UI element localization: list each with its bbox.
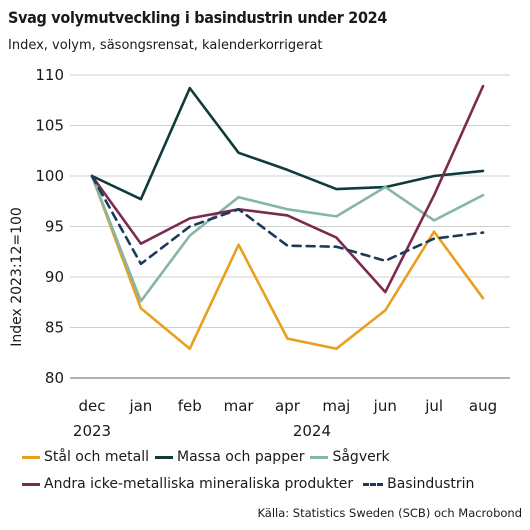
year-label: 2024 — [293, 422, 331, 440]
legend-swatch — [363, 482, 384, 486]
legend-item-andra: Andra icke-metalliska mineraliska produk… — [22, 476, 353, 492]
series-line-4 — [90, 174, 485, 266]
y-tick-label: 95 — [45, 218, 64, 236]
legend-swatch — [310, 455, 329, 459]
chart-title: Svag volymutveckling i basindustrin unde… — [8, 8, 388, 27]
legend-label: Stål och metall — [44, 449, 149, 465]
y-tick-label: 80 — [45, 369, 64, 387]
source-note: Källa: Statistics Sweden (SCB) och Macro… — [257, 506, 522, 520]
series-lines — [90, 84, 485, 351]
series-line-3 — [90, 84, 485, 294]
y-tick-labels: 80 85 90 95 100 105 110 — [35, 66, 64, 387]
legend-label: Sågverk — [332, 449, 390, 465]
legend-item-basindustrin: Basindustrin — [363, 476, 474, 492]
y-tick-label: 85 — [45, 319, 64, 337]
chart-subtitle: Index, volym, säsongsrensat, kalenderkor… — [8, 38, 323, 53]
legend-swatch — [22, 455, 40, 459]
x-tick-labels: dec jan feb mar apr maj jun jul aug — [79, 397, 498, 415]
legend-row-1: Stål och metall Massa och papper Sågverk — [22, 449, 390, 465]
x-tick-label: apr — [275, 397, 301, 415]
legend-label: Basindustrin — [387, 476, 475, 492]
year-labels: 2023 2024 — [73, 422, 331, 440]
line-chart: 80 85 90 95 100 105 110 dec jan feb mar apr maj jun j… — [9, 66, 510, 440]
series-line-1 — [90, 86, 485, 201]
x-tick-label: mar — [224, 397, 255, 415]
legend-item-massa: Massa och papper — [154, 449, 305, 465]
legend-swatch — [22, 482, 40, 486]
x-tick-label: dec — [79, 397, 106, 415]
legend-item-stal: Stål och metall — [22, 449, 149, 465]
legend-swatch — [154, 455, 173, 459]
legend-label: Andra icke-metalliska mineraliska produk… — [44, 476, 354, 492]
y-axis-label: Index 2023:12=100 — [9, 207, 25, 347]
x-tick-label: jan — [128, 397, 152, 415]
legend-label: Massa och papper — [176, 449, 305, 465]
series-line-0 — [90, 174, 485, 351]
legend-item-sagverk: Sågverk — [310, 449, 390, 465]
y-tick-label: 100 — [35, 167, 64, 185]
gridlines — [70, 74, 510, 379]
year-label: 2023 — [73, 422, 111, 440]
x-tick-label: jul — [424, 397, 443, 415]
x-tick-label: maj — [322, 397, 350, 415]
legend-row-2: Andra icke-metalliska mineraliska produk… — [22, 476, 474, 492]
x-tick-label: jun — [373, 397, 397, 415]
x-tick-label: aug — [469, 397, 497, 415]
y-tick-label: 105 — [35, 117, 64, 135]
series-line-2 — [90, 174, 485, 303]
y-tick-label: 110 — [35, 66, 64, 84]
x-tick-label: feb — [178, 397, 202, 415]
y-tick-label: 90 — [45, 268, 64, 286]
